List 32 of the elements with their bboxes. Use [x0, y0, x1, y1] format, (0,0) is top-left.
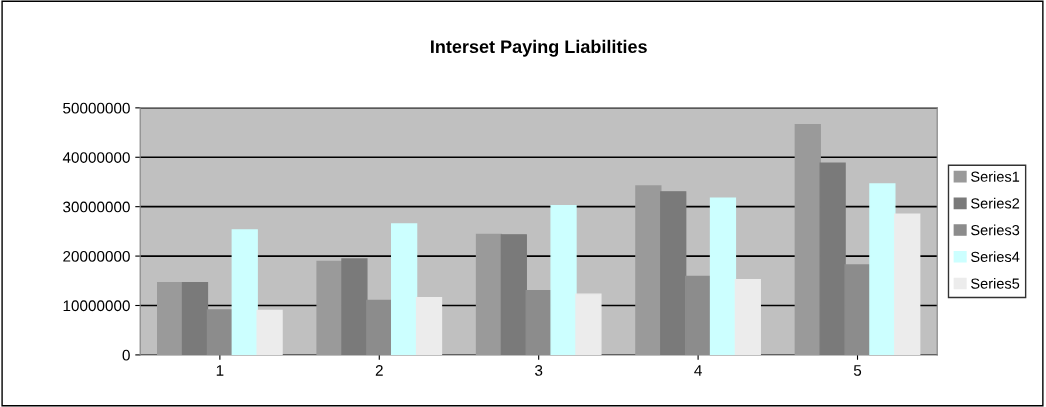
x-tick-label: 1 — [216, 365, 224, 376]
bar — [635, 185, 662, 355]
bar — [794, 123, 821, 355]
bar — [894, 213, 921, 355]
legend-label: Series1 — [971, 171, 1020, 182]
bar — [734, 279, 761, 355]
bar — [231, 229, 258, 355]
y-tick-label: 30000000 — [63, 201, 130, 213]
y-tick-label: 40000000 — [62, 152, 130, 163]
legend-label: Series2 — [971, 197, 1020, 209]
bar — [709, 197, 737, 355]
bar — [256, 309, 283, 355]
bar — [415, 296, 443, 355]
y-tick-label: 20000000 — [63, 250, 130, 262]
bar — [316, 260, 343, 355]
legend-label: Series5 — [971, 278, 1020, 289]
x-tick-label: 3 — [535, 365, 543, 376]
bar — [157, 282, 184, 355]
y-tick-label: 0 — [122, 349, 130, 361]
bar — [550, 204, 577, 355]
y-tick-label: 10000000 — [63, 300, 130, 312]
chart-title: Interset Paying Liabilities — [431, 39, 647, 57]
legend-label: Series3 — [971, 224, 1020, 236]
bar — [475, 233, 503, 355]
x-tick-label: 5 — [853, 365, 862, 376]
bar — [391, 223, 418, 355]
bar — [575, 293, 602, 355]
x-tick-label: 4 — [694, 365, 702, 376]
bar — [869, 183, 896, 355]
y-tick-label: 50000000 — [63, 102, 130, 114]
legend-label: Series4 — [971, 251, 1020, 263]
x-tick-label: 2 — [375, 365, 383, 376]
